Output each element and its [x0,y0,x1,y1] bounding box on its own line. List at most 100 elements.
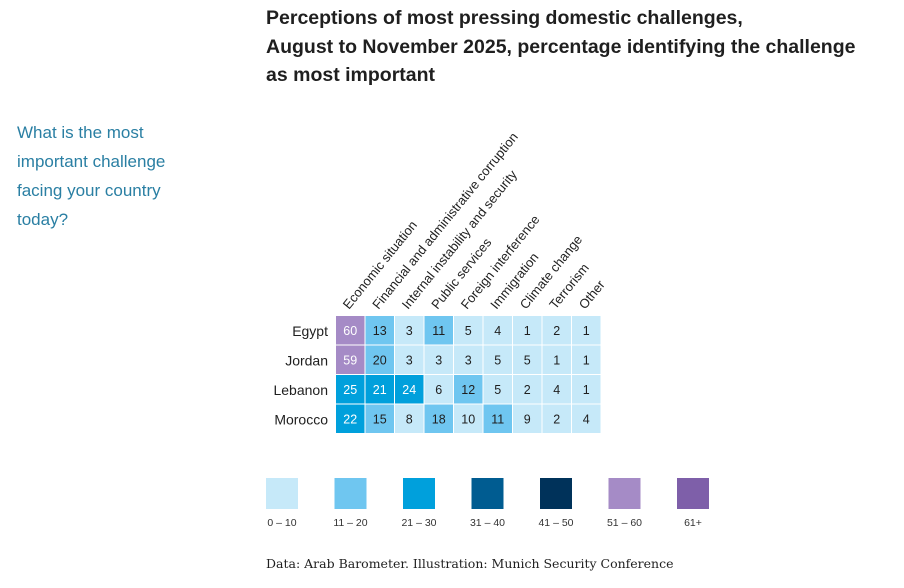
cell-value-morocco-immigration: 11 [491,412,504,426]
legend: 0 – 10 11 – 20 21 – 30 31 – 40 41 – 50 51 – 6… [266,478,709,529]
cell-value-morocco-other: 4 [583,412,590,426]
cell-value-morocco-foreign-interference: 10 [461,412,475,426]
cell-value-morocco-public-services: 18 [432,412,446,426]
cell-value-jordan-foreign-interference: 3 [465,353,472,367]
cell-value-lebanon-public-services: 6 [435,383,442,397]
cell-value-jordan-internal-instability-and-security: 3 [406,353,413,367]
legend-swatch-4 [471,478,504,509]
heatmap-cell-lebanon-financial-and-administrative-corruption [365,375,394,404]
cell-value-jordan-climate-change: 5 [524,353,531,367]
heatmap-cell-lebanon-internal-instability-and-security [395,375,424,404]
heatmap-cell-jordan-foreign-interference [454,345,483,374]
heatmap-cell-lebanon-other [572,375,601,404]
row-label-lebanon: Lebanon [273,382,328,398]
legend-label-6: 51 – 60 [607,517,642,529]
heatmap-cell-jordan-immigration [483,345,512,374]
heatmap-cell-egypt-public-services [424,316,453,345]
heatmap-cell-jordan-other [572,345,601,374]
heatmap-cell-jordan-climate-change [513,345,542,374]
question-line-2: important challenge [17,152,166,171]
cell-value-lebanon-foreign-interference: 12 [461,383,475,397]
cell-value-lebanon-terrorism: 4 [553,383,560,397]
heatmap-cell-jordan-economic-situation [336,345,365,374]
heatmap-cell-morocco-economic-situation [336,404,365,433]
heatmap-cell-lebanon-immigration [483,375,512,404]
cell-value-egypt-climate-change: 1 [524,324,531,338]
cell-value-lebanon-other: 1 [583,383,590,397]
heatmap-cell-egypt-internal-instability-and-security [395,316,424,345]
heatmap-cell-lebanon-terrorism [542,375,571,404]
heatmap-cell-egypt-terrorism [542,316,571,345]
heatmap-cell-morocco-immigration [483,404,512,433]
cell-value-egypt-public-services: 11 [432,324,445,338]
question-line-3: facing your country [17,181,161,200]
heatmap-cell-lebanon-public-services [424,375,453,404]
cell-value-jordan-terrorism: 1 [553,353,560,367]
heatmap-cell-morocco-foreign-interference [454,404,483,433]
question-line-1: What is the most [17,123,144,142]
heatmap-cell-egypt-climate-change [513,316,542,345]
cell-value-egypt-immigration: 4 [494,324,501,338]
cell-value-egypt-financial-and-administrative-corruption: 13 [373,324,387,338]
cell-value-morocco-financial-and-administrative-corruption: 15 [373,412,387,426]
heatmap-cell-lebanon-climate-change [513,375,542,404]
heatmap-cell-egypt-other [572,316,601,345]
source-note: Data: Arab Barometer. Illustration: Muni… [266,556,674,571]
heatmap-cell-egypt-foreign-interference [454,316,483,345]
legend-label-7: 61+ [684,517,702,529]
heatmap-cell-morocco-public-services [424,404,453,433]
title-line-1: Perceptions of most pressing domestic ch… [266,7,743,29]
legend-swatch-7 [677,478,709,509]
heatmap-cell-lebanon-foreign-interference [454,375,483,404]
heatmap-cell-egypt-immigration [483,316,512,345]
heatmap-cell-morocco-internal-instability-and-security [395,404,424,433]
cell-value-morocco-internal-instability-and-security: 8 [406,412,413,426]
cell-value-jordan-public-services: 3 [435,353,442,367]
cell-value-morocco-economic-situation: 22 [343,412,357,426]
heatmap-cell-jordan-terrorism [542,345,571,374]
cell-value-lebanon-climate-change: 2 [524,383,531,397]
cell-value-lebanon-internal-instability-and-security: 24 [402,383,416,397]
heatmap-cell-jordan-internal-instability-and-security [395,345,424,374]
cell-value-jordan-other: 1 [583,353,590,367]
heatmap-cell-egypt-financial-and-administrative-corruption [365,316,394,345]
survey-question: What is the most important challenge fac… [17,118,217,234]
heatmap-cell-egypt-economic-situation [336,316,365,345]
cell-value-egypt-economic-situation: 60 [343,324,357,338]
legend-label-2: 11 – 20 [333,517,367,529]
cell-value-morocco-terrorism: 2 [553,412,560,426]
title-line-3: as most important [266,64,436,86]
heatmap-cell-morocco-other [572,404,601,433]
legend-swatch-1 [266,478,298,509]
heatmap-cell-morocco-financial-and-administrative-corruption [365,404,394,433]
legend-label-3: 21 – 30 [401,517,436,529]
row-label-morocco: Morocco [274,411,328,427]
heatmap-cell-jordan-public-services [424,345,453,374]
cell-value-jordan-economic-situation: 59 [343,353,357,367]
cell-value-egypt-other: 1 [583,324,590,338]
cell-value-lebanon-economic-situation: 25 [343,383,357,397]
legend-swatch-2 [334,478,367,509]
legend-label-1: 0 – 10 [267,517,296,529]
cell-value-lebanon-financial-and-administrative-corruption: 21 [373,383,387,397]
heatmap-cell-morocco-climate-change [513,404,542,433]
question-line-4: today? [17,210,69,229]
heatmap-cells: 60 13 3 11 5 4 1 2 159 20 3 3 3 5 5 1 125 21 24 6 12 5 2 4 122 15… [336,316,601,433]
legend-label-4: 31 – 40 [470,517,505,529]
cell-value-egypt-internal-instability-and-security: 3 [406,324,413,338]
title-line-2: August to November 2025, percentage iden… [266,35,856,58]
legend-swatch-5 [540,478,572,509]
cell-value-jordan-financial-and-administrative-corruption: 20 [373,353,387,367]
row-labels: Egypt Jordan Lebanon Morocco [273,323,328,428]
heatmap-cell-morocco-terrorism [542,404,571,433]
heatmap-cell-lebanon-economic-situation [336,375,365,404]
cell-value-egypt-foreign-interference: 5 [465,324,472,338]
heatmap-cell-jordan-financial-and-administrative-corruption [365,345,394,374]
legend-swatch-6 [608,478,641,509]
chart-title: Perceptions of most pressing domestic ch… [266,4,896,90]
cell-value-morocco-climate-change: 9 [524,412,531,426]
cell-value-egypt-terrorism: 2 [553,324,560,338]
cell-value-lebanon-immigration: 5 [494,383,501,397]
